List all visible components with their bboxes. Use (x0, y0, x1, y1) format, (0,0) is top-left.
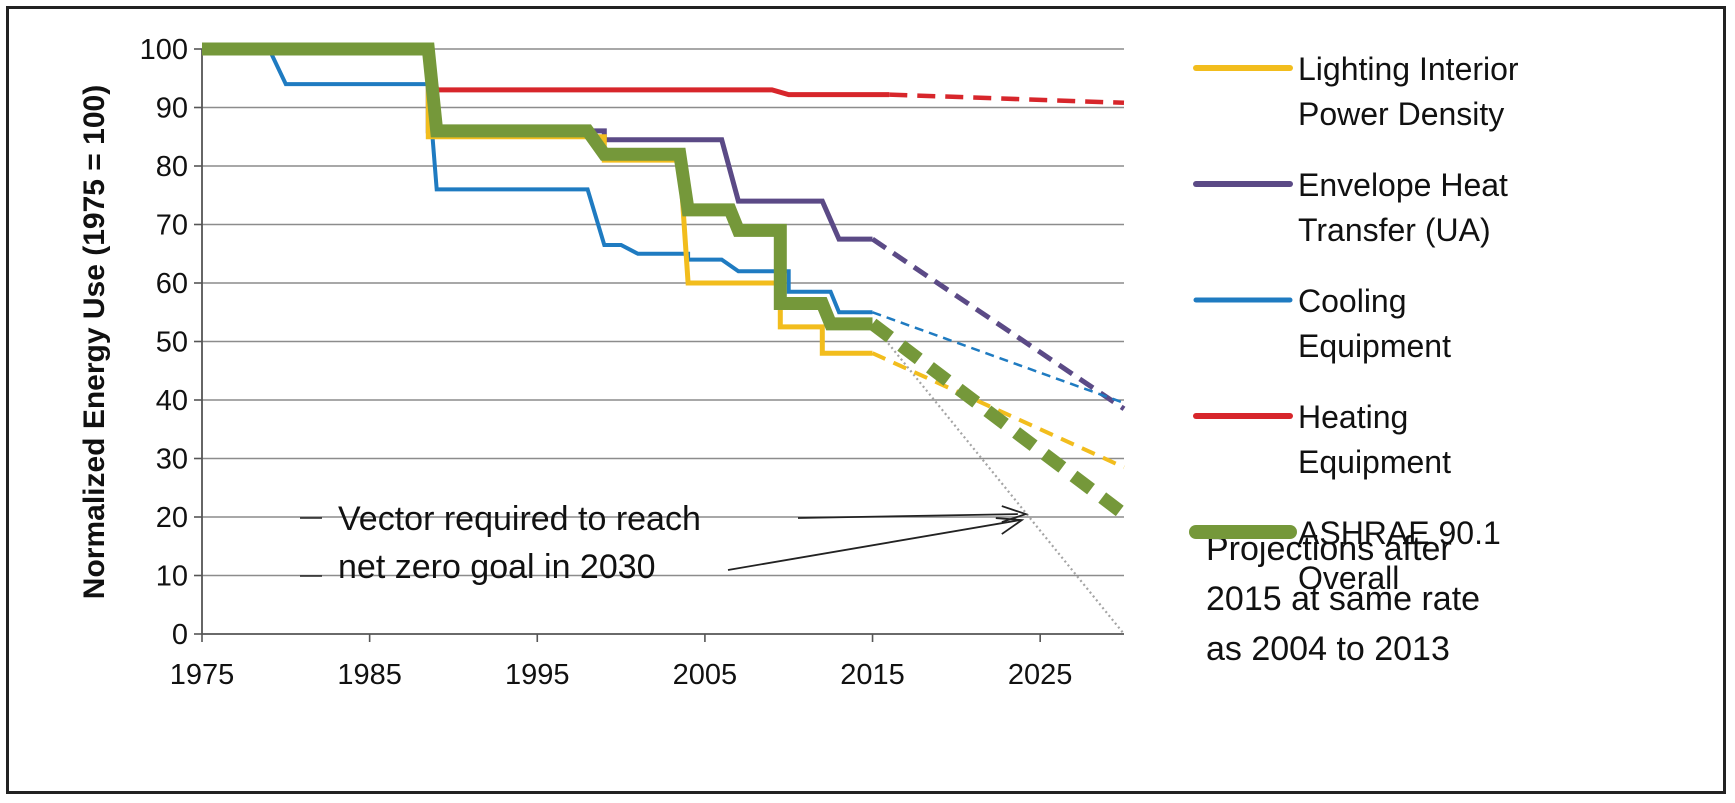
y-tick-label-10: 10 (156, 561, 188, 593)
series-line-ashrae-90-1-overall (202, 42, 873, 331)
x-tick-label-2015: 2015 (840, 659, 905, 691)
gridlines (202, 48, 1124, 577)
x-tick-label-1995: 1995 (505, 659, 570, 691)
annotation-arrow-upper (797, 513, 1018, 519)
annotations: Normalized Energy Use (1975 = 100) Vecto… (78, 85, 1480, 668)
annotation-arrow-lower (727, 519, 1020, 571)
series-line-envelope-heat-transfer-ua (202, 46, 873, 242)
goal-vector-line (871, 323, 1125, 635)
legend-label-3-line1: Heating (1298, 399, 1408, 435)
y-tick-label-70: 70 (156, 210, 188, 242)
projection-note-line2: 2015 at same rate (1206, 580, 1480, 618)
legend-label-3-line2: Equipment (1298, 444, 1451, 480)
y-tick-label-100: 100 (140, 34, 188, 66)
projection-line-lighting-interior-power-density (871, 351, 1125, 470)
y-tick-label-80: 80 (156, 151, 188, 183)
series-line-heating-equipment (202, 46, 890, 98)
legend-label-4-line2: Overall (1298, 560, 1399, 596)
legend-label-1-line1: Envelope Heat (1298, 167, 1508, 203)
y-tick-label-0: 0 (172, 619, 188, 651)
x-tick-label-1985: 1985 (337, 659, 402, 691)
legend-label-0-line1: Lighting Interior (1298, 51, 1519, 87)
y-axis-title: Normalized Energy Use (1975 = 100) (78, 85, 111, 599)
axes: 0 10 20 30 40 50 60 70 80 90 100 1975 1985 1995 2005 20… (140, 34, 1124, 691)
annotation-arrowhead-lower (995, 517, 1025, 535)
series-lines (202, 42, 1128, 635)
x-tick-label-2025: 2025 (1008, 659, 1073, 691)
vector-annotation-line1: Vector required to reach (338, 500, 701, 538)
y-tick-label-20: 20 (156, 502, 188, 534)
legend-label-2-line1: Cooling (1298, 283, 1407, 319)
x-tick-label-1975: 1975 (170, 659, 235, 691)
y-tick-label-40: 40 (156, 385, 188, 417)
legend-label-0-line2: Power Density (1298, 96, 1504, 132)
y-tick-label-50: 50 (156, 327, 188, 359)
projection-line-envelope-heat-transfer-ua (871, 237, 1126, 411)
series-line-cooling-equipment (202, 47, 873, 315)
legend: Lighting Interior Power Density Envelope H… (1189, 51, 1519, 596)
legend-label-1-line2: Transfer (UA) (1298, 212, 1491, 248)
y-tick-label-30: 30 (156, 444, 188, 476)
x-tick-label-2005: 2005 (673, 659, 738, 691)
projection-line-heating-equipment (889, 92, 1125, 106)
vector-annotation-line2: net zero goal in 2030 (338, 548, 656, 586)
series-line-lighting-interior-power-density (202, 46, 873, 356)
legend-label-2-line2: Equipment (1298, 328, 1451, 364)
y-tick-label-90: 90 (156, 93, 188, 125)
y-tick-label-60: 60 (156, 268, 188, 300)
projection-note-line3: as 2004 to 2013 (1206, 630, 1450, 668)
legend-label-4-line1: ASHRAE 90.1 (1298, 515, 1501, 551)
projection-line-ashrae-90-1-overall (868, 318, 1128, 520)
